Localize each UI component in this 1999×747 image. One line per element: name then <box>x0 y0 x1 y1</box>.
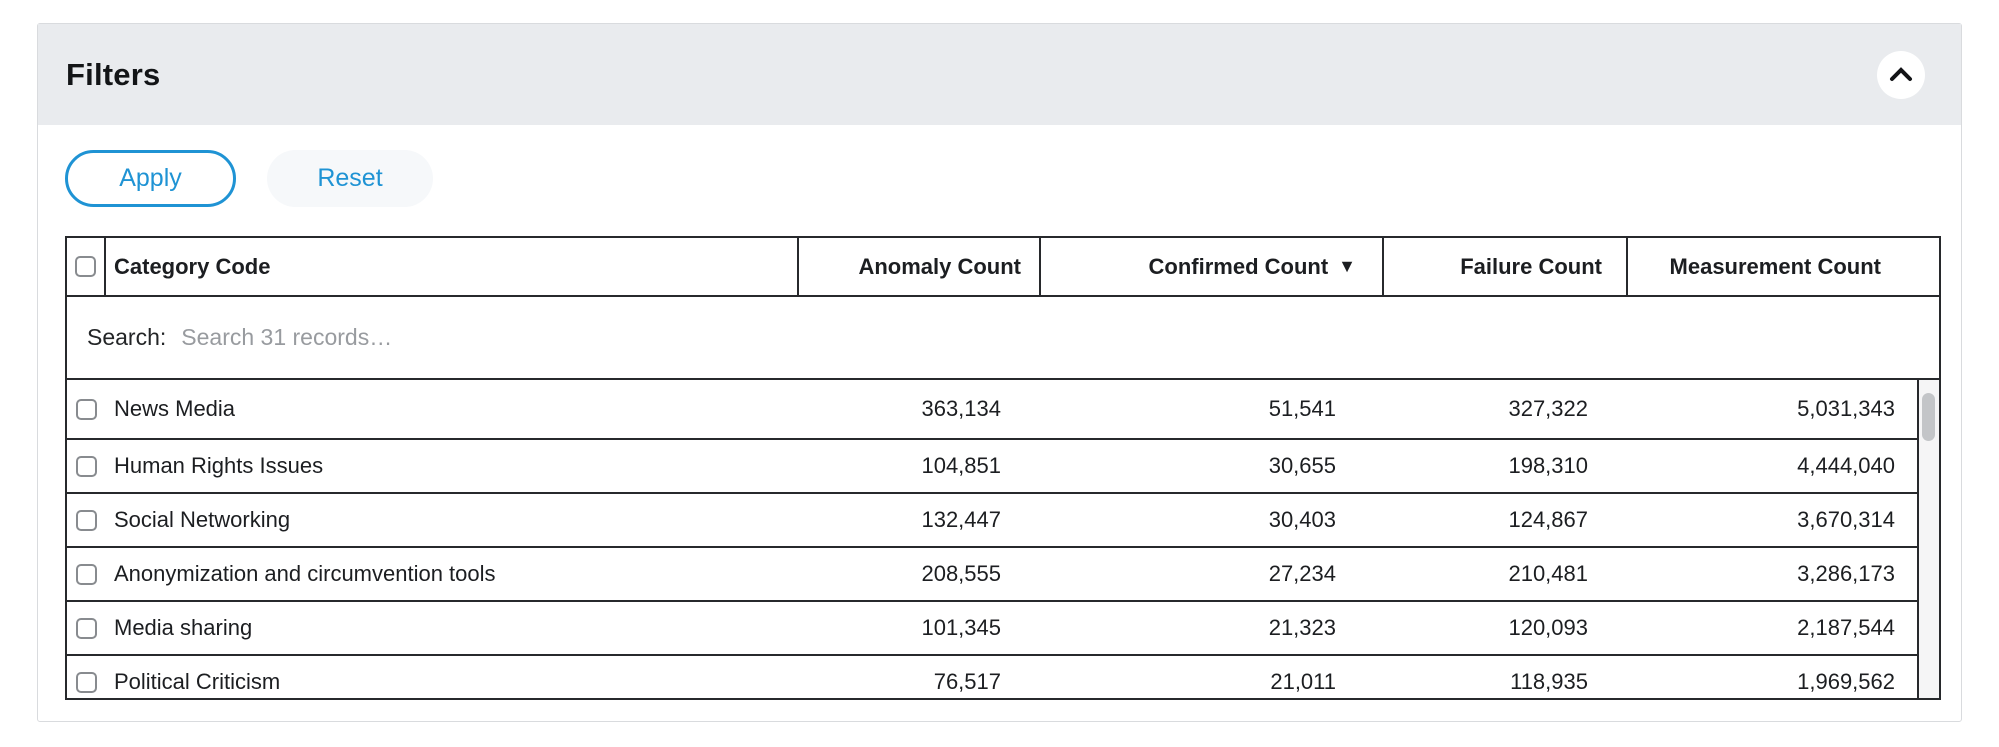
measurement-count-cell: 2,187,544 <box>1797 615 1895 640</box>
row-checkbox[interactable] <box>76 617 97 639</box>
failure-count-cell: 198,310 <box>1508 453 1588 478</box>
confirmed-count-cell: 30,403 <box>1268 507 1336 532</box>
column-header-failure-count[interactable]: Failure Count <box>1384 238 1628 295</box>
row-checkbox[interactable] <box>76 398 97 420</box>
page-title: Filters <box>66 56 161 92</box>
category-cell: Political Criticism <box>114 669 281 694</box>
category-cell: News Media <box>114 396 236 421</box>
column-header-confirmed-count-label: Confirmed Count <box>1148 253 1329 279</box>
filters-panel: Filters Apply Reset Category Code Anomal… <box>37 23 1962 722</box>
failure-count-cell: 120,093 <box>1508 615 1588 640</box>
measurement-count-cell: 3,670,314 <box>1797 507 1895 532</box>
column-header-anomaly-count[interactable]: Anomaly Count <box>799 238 1041 295</box>
search-input[interactable] <box>179 306 1939 369</box>
anomaly-count-cell: 104,851 <box>921 453 1001 478</box>
table-row[interactable]: Political Criticism 76,517 21,011 118,93… <box>67 656 1917 698</box>
table-scrollbar-track[interactable] <box>1917 380 1939 698</box>
table-rows: News Media 363,134 51,541 327,322 5,031,… <box>67 380 1917 698</box>
filters-panel-content: Apply Reset Category Code Anomaly Count … <box>38 125 1961 700</box>
table-scrollbar-thumb[interactable] <box>1922 393 1935 441</box>
anomaly-count-cell: 76,517 <box>933 669 1001 694</box>
search-label: Search: <box>87 324 167 350</box>
measurement-count-cell: 5,031,343 <box>1797 396 1895 421</box>
failure-count-cell: 124,867 <box>1508 507 1588 532</box>
table-row[interactable]: News Media 363,134 51,541 327,322 5,031,… <box>67 380 1917 440</box>
apply-button[interactable]: Apply <box>65 150 236 207</box>
category-cell: Social Networking <box>114 507 291 532</box>
row-checkbox[interactable] <box>76 671 97 693</box>
filter-actions: Apply Reset <box>65 150 1940 207</box>
failure-count-cell: 327,322 <box>1508 396 1588 421</box>
failure-count-cell: 210,481 <box>1508 561 1588 586</box>
filters-panel-header: Filters <box>38 24 1961 125</box>
row-checkbox[interactable] <box>76 509 97 531</box>
anomaly-count-cell: 101,345 <box>921 615 1001 640</box>
table-row[interactable]: Anonymization and circumvention tools 20… <box>67 548 1917 602</box>
category-cell: Anonymization and circumvention tools <box>114 561 496 586</box>
table-row[interactable]: Human Rights Issues 104,851 30,655 198,3… <box>67 440 1917 494</box>
category-cell: Media sharing <box>114 615 253 640</box>
confirmed-count-cell: 21,323 <box>1268 615 1336 640</box>
anomaly-count-cell: 132,447 <box>921 507 1001 532</box>
failure-count-cell: 118,935 <box>1510 669 1588 694</box>
table-row[interactable]: Media sharing 101,345 21,323 120,093 2,1… <box>67 602 1917 656</box>
select-all-checkbox[interactable] <box>75 256 96 277</box>
column-header-measurement-count[interactable]: Measurement Count <box>1669 253 1881 279</box>
select-all-checkbox-cell <box>67 238 106 295</box>
confirmed-count-cell: 27,234 <box>1268 561 1336 586</box>
collapse-panel-button[interactable] <box>1877 50 1925 99</box>
category-table: Category Code Anomaly Count Confirmed Co… <box>65 236 1941 700</box>
sort-descending-icon: ▼ <box>1338 256 1356 276</box>
measurement-count-cell: 3,286,173 <box>1797 561 1895 586</box>
table-row[interactable]: Social Networking 132,447 30,403 124,867… <box>67 494 1917 548</box>
confirmed-count-cell: 51,541 <box>1268 396 1336 421</box>
anomaly-count-cell: 363,134 <box>921 396 1001 421</box>
table-body: News Media 363,134 51,541 327,322 5,031,… <box>67 380 1939 698</box>
measurement-count-cell: 1,969,562 <box>1797 669 1895 694</box>
table-header-row: Category Code Anomaly Count Confirmed Co… <box>67 238 1939 297</box>
column-header-category-code[interactable]: Category Code <box>106 238 799 295</box>
measurement-count-cell: 4,444,040 <box>1797 453 1895 478</box>
column-header-confirmed-count[interactable]: Confirmed Count ▼ <box>1041 238 1384 295</box>
row-checkbox[interactable] <box>76 563 97 585</box>
row-checkbox[interactable] <box>76 455 97 477</box>
category-cell: Human Rights Issues <box>114 453 324 478</box>
confirmed-count-cell: 21,011 <box>1270 669 1336 694</box>
reset-button[interactable]: Reset <box>267 150 433 207</box>
chevron-up-icon <box>1889 67 1913 82</box>
confirmed-count-cell: 30,655 <box>1268 453 1336 478</box>
table-search-row: Search: <box>67 297 1939 380</box>
anomaly-count-cell: 208,555 <box>921 561 1001 586</box>
